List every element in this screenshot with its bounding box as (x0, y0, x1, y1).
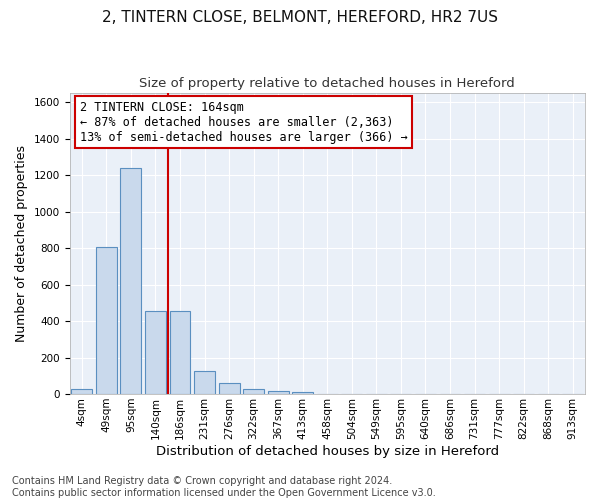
Bar (170, 311, 190, 394)
Text: 2, TINTERN CLOSE, BELMONT, HEREFORD, HR2 7US: 2, TINTERN CLOSE, BELMONT, HEREFORD, HR2… (102, 10, 498, 25)
Bar (145, 311, 166, 394)
Bar (292, 392, 313, 394)
Title: Size of property relative to detached houses in Hereford: Size of property relative to detached ho… (139, 78, 515, 90)
Bar (268, 391, 289, 394)
Text: Contains HM Land Registry data © Crown copyright and database right 2024.
Contai: Contains HM Land Registry data © Crown c… (12, 476, 436, 498)
Y-axis label: Number of detached properties: Number of detached properties (15, 145, 28, 342)
Bar (96, 247, 117, 394)
Bar (121, 168, 142, 394)
Bar (194, 371, 215, 394)
Bar (71, 390, 92, 394)
X-axis label: Distribution of detached houses by size in Hereford: Distribution of detached houses by size … (156, 444, 499, 458)
Bar (218, 383, 239, 394)
Bar (243, 389, 264, 394)
Text: 2 TINTERN CLOSE: 164sqm
← 87% of detached houses are smaller (2,363)
13% of semi: 2 TINTERN CLOSE: 164sqm ← 87% of detache… (80, 100, 407, 144)
